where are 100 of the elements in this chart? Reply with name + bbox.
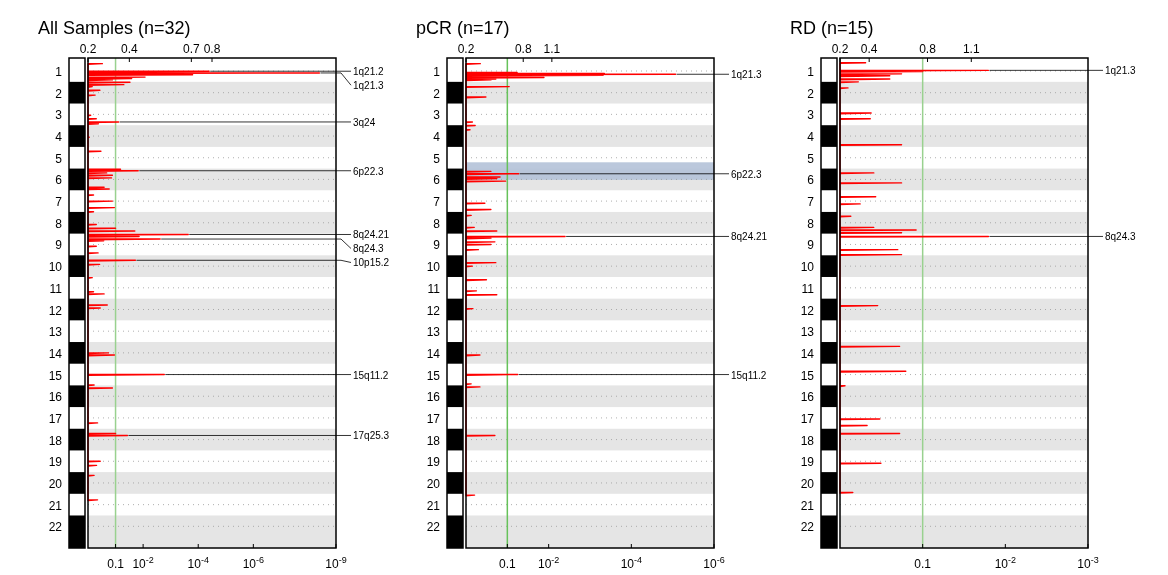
x2-tick-label: 1.1 xyxy=(543,42,561,56)
chart-title: All Samples (n=32) xyxy=(38,18,191,38)
x-tick-label: 10$^{-9}$ xyxy=(325,555,347,571)
x-tick-label: 10$^{-2}$ xyxy=(132,555,154,571)
annotation: 8q24.21 xyxy=(731,231,768,243)
y-tick-label: 13 xyxy=(48,325,63,340)
y-tick-label: 21 xyxy=(426,498,441,513)
y-tick-label: 20 xyxy=(48,476,63,491)
x2-tick-label: 0.2 xyxy=(457,42,475,56)
y-tick-label: 1 xyxy=(55,65,63,80)
x2-tick-label: 0.8 xyxy=(514,42,532,56)
y-tick-label: 16 xyxy=(800,390,815,405)
y-tick-label: 12 xyxy=(800,303,815,318)
y-tick-label: 4 xyxy=(807,130,815,145)
y-tick-label: 6 xyxy=(55,173,63,188)
annotation: 1q21.3 xyxy=(1105,65,1137,77)
y-tick-label: 15 xyxy=(48,368,63,383)
y-tick-label: 22 xyxy=(800,520,815,535)
y-tick-label: 12 xyxy=(48,303,63,318)
y-tick-label: 11 xyxy=(427,281,441,296)
y-tick-label: 1 xyxy=(433,65,441,80)
x-tick-label: 0.1 xyxy=(107,557,125,571)
x-tick-label: 10$^{-2}$ xyxy=(537,555,560,571)
x-tick-label: 10$^{-6}$ xyxy=(242,555,265,571)
y-tick-label: 17 xyxy=(426,411,441,426)
y-tick-label: 8 xyxy=(433,216,441,231)
x2-tick-label: 0.2 xyxy=(79,42,97,56)
y-tick-label: 18 xyxy=(48,433,63,448)
y-tick-label: 22 xyxy=(426,520,441,535)
y-tick-label: 13 xyxy=(800,325,815,340)
annotation: 1q21.3 xyxy=(731,69,763,81)
y-tick-label: 20 xyxy=(800,476,815,491)
y-tick-label: 19 xyxy=(426,455,441,470)
y-tick-label: 6 xyxy=(807,173,815,188)
y-tick-label: 17 xyxy=(48,411,63,426)
y-tick-label: 12 xyxy=(426,303,441,318)
annotation: 8q24.3 xyxy=(353,243,385,255)
y-tick-label: 5 xyxy=(55,151,63,166)
y-tick-label: 3 xyxy=(807,108,815,123)
y-tick-label: 9 xyxy=(433,238,441,253)
annotation: 6p22.3 xyxy=(731,168,763,180)
y-tick-label: 4 xyxy=(55,130,63,145)
y-tick-label: 2 xyxy=(433,86,441,101)
x-tick-label: 10$^{-3}$ xyxy=(1077,555,1099,571)
x2-tick-label: 0.8 xyxy=(919,42,937,56)
y-tick-label: 5 xyxy=(433,151,441,166)
y-tick-label: 20 xyxy=(426,476,441,491)
y-tick-label: 9 xyxy=(55,238,63,253)
y-tick-label: 11 xyxy=(801,281,815,296)
annotation: 6p22.3 xyxy=(353,165,385,177)
y-tick-label: 15 xyxy=(800,368,815,383)
y-tick-label: 17 xyxy=(800,411,815,426)
y-tick-label: 10 xyxy=(800,260,815,275)
y-tick-label: 8 xyxy=(55,216,63,231)
y-tick-label: 2 xyxy=(807,86,815,101)
chart-title: RD (n=15) xyxy=(790,18,874,38)
y-tick-label: 10 xyxy=(48,260,63,275)
x2-tick-label: 0.8 xyxy=(203,42,221,56)
x2-tick-label: 0.2 xyxy=(831,42,849,56)
y-tick-label: 18 xyxy=(426,433,441,448)
annotation: 1q21.2 xyxy=(353,66,385,78)
x-tick-label: 0.1 xyxy=(914,557,932,571)
x2-tick-label: 0.7 xyxy=(182,42,200,56)
x-tick-label: 0.1 xyxy=(498,557,516,571)
y-tick-label: 8 xyxy=(807,216,815,231)
y-tick-label: 14 xyxy=(426,346,441,361)
y-tick-label: 15 xyxy=(426,368,441,383)
y-tick-label: 19 xyxy=(48,455,63,470)
annotation: 8q24.21 xyxy=(353,229,390,241)
y-tick-label: 2 xyxy=(55,86,63,101)
y-tick-label: 14 xyxy=(48,346,63,361)
x-tick-label: 10$^{-4}$ xyxy=(187,555,209,571)
y-tick-label: 5 xyxy=(807,151,815,166)
y-tick-label: 21 xyxy=(800,498,815,513)
y-tick-label: 9 xyxy=(807,238,815,253)
annotation: 15q11.2 xyxy=(353,369,389,381)
y-tick-label: 4 xyxy=(433,130,441,145)
annotation: 17q25.3 xyxy=(353,430,390,442)
y-tick-label: 11 xyxy=(49,281,63,296)
chart-title: pCR (n=17) xyxy=(416,18,510,38)
y-tick-label: 18 xyxy=(800,433,815,448)
y-tick-label: 16 xyxy=(426,390,441,405)
y-tick-label: 7 xyxy=(807,195,815,210)
x2-tick-label: 1.1 xyxy=(962,42,980,56)
y-tick-label: 7 xyxy=(433,195,441,210)
y-tick-label: 3 xyxy=(55,108,63,123)
y-tick-label: 7 xyxy=(55,195,63,210)
annotation: 10p15.2 xyxy=(353,257,390,269)
y-tick-label: 22 xyxy=(48,520,63,535)
y-tick-label: 13 xyxy=(426,325,441,340)
x-tick-label: 10$^{-6}$ xyxy=(703,555,725,571)
annotation: 3q24 xyxy=(353,116,376,128)
annotation: 15q11.2 xyxy=(731,369,767,381)
y-tick-label: 14 xyxy=(800,346,815,361)
annotation: 8q24.3 xyxy=(1105,231,1137,243)
x-tick-label: 10$^{-2}$ xyxy=(994,555,1017,571)
y-tick-label: 10 xyxy=(426,260,441,275)
y-tick-label: 3 xyxy=(433,108,441,123)
x2-tick-label: 0.4 xyxy=(120,42,138,56)
annotation: 1q21.3 xyxy=(353,80,385,92)
